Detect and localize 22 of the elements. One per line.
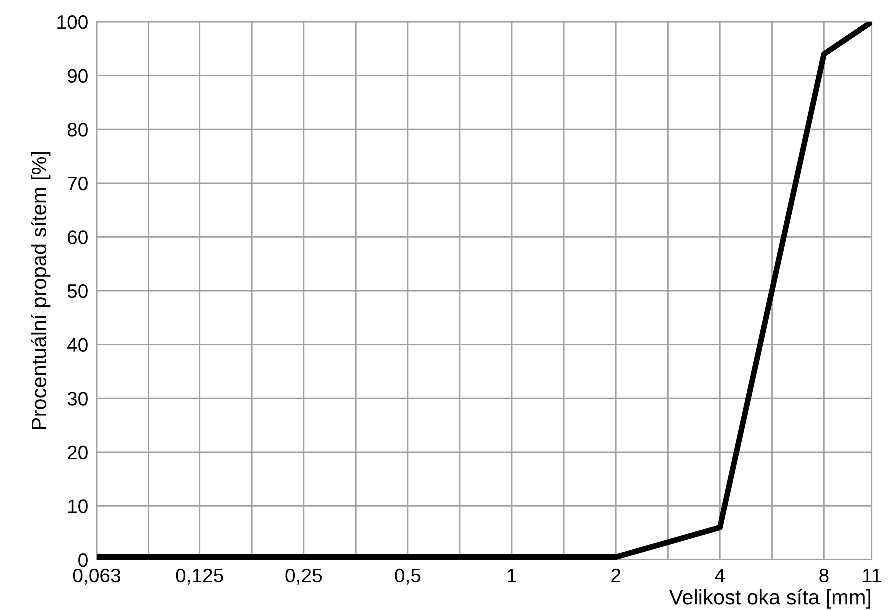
- y-tick-label: 50: [68, 284, 88, 298]
- x-tick-label: 0,5: [395, 568, 421, 585]
- x-tick-label: 2: [612, 568, 621, 582]
- y-tick-label: 40: [67, 338, 88, 352]
- y-axis-title: Procentuální propad sítem [%]: [31, 152, 51, 430]
- x-axis-title: Velikost oka síta [mm]: [669, 589, 871, 609]
- y-tick-label: 60: [68, 230, 88, 244]
- x-tick-label: 0,063: [73, 568, 120, 585]
- y-tick-label: 10: [68, 500, 88, 514]
- y-tick-label: 100: [58, 15, 88, 30]
- x-tick-label: 11: [863, 569, 882, 582]
- x-tick-label: 1: [508, 569, 516, 582]
- y-tick-label: 0: [78, 553, 88, 568]
- x-tick-label: 0,125: [176, 568, 224, 585]
- x-tick-label: 8: [820, 568, 829, 583]
- y-tick-label: 30: [68, 392, 88, 406]
- x-tick-label: 4: [715, 569, 725, 582]
- y-tick-label: 20: [68, 446, 88, 460]
- y-tick-label: 80: [68, 123, 88, 137]
- y-tick-label: 90: [68, 69, 88, 84]
- x-tick-label: 0,25: [286, 568, 322, 585]
- y-tick-label: 70: [68, 176, 88, 191]
